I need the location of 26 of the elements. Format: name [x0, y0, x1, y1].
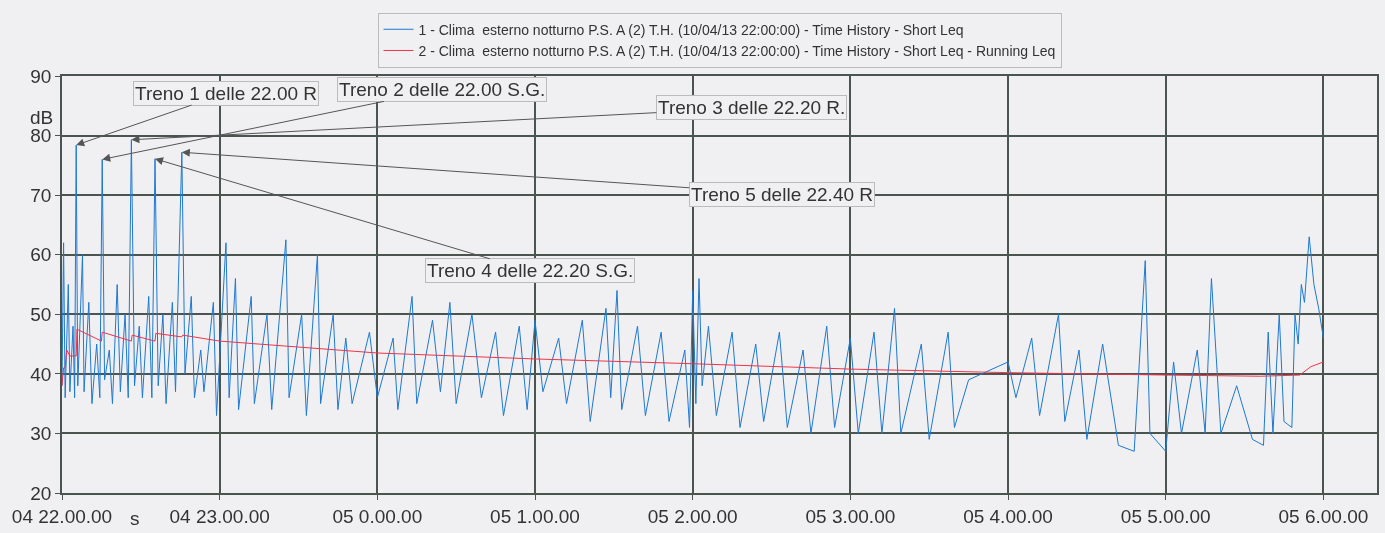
y-tick-label: 90 — [30, 65, 52, 87]
x-tick-label: 05 0.00.00 — [332, 505, 423, 527]
x-tick-label: 05 3.00.00 — [805, 505, 896, 527]
y-tick-label: 70 — [30, 184, 52, 206]
annotation: Treno 2 delle 22.00 S.G. — [339, 79, 546, 100]
x-tick-label: 04 23.00.00 — [169, 505, 270, 527]
y-tick-label: 20 — [30, 482, 52, 504]
y-tick-label: 50 — [30, 303, 52, 325]
annotation: Treno 5 delle 22.40 R — [691, 184, 874, 205]
y-tick-label: 60 — [30, 244, 52, 266]
x-tick-label: 04 22.00.00 — [11, 505, 113, 527]
y-tick-label: 30 — [30, 423, 52, 445]
x-tick-label: 05 2.00.00 — [647, 505, 738, 527]
y-tick-label: 40 — [30, 363, 52, 385]
annotation: Treno 4 delle 22.20 S.G. — [427, 260, 634, 281]
legend-label: 1 - Clima esterno notturno P.S. A (2) T.H. (10/04/13 22:00:00) - Time History - Short Leq — [418, 21, 964, 38]
x-tick-label: 05 4.00.00 — [963, 505, 1053, 527]
annotation: Treno 1 delle 22.00 R — [135, 83, 318, 104]
x-tick-label: 05 5.00.00 — [1120, 505, 1211, 527]
x-tick-label: 05 6.00.00 — [1278, 505, 1369, 527]
x-axis-title: s — [130, 508, 140, 529]
x-tick-label: 05 1.00.00 — [490, 505, 580, 527]
y-tick-label: 80 — [30, 125, 52, 147]
y-axis-title: dB — [30, 107, 54, 128]
legend-label: 2 - Clima esterno notturno P.S. A (2) T.H. (10/04/13 22:00:00) - Time History - Short Leq - Running Leq — [418, 42, 1056, 59]
annotation: Treno 3 delle 22.20 R. — [658, 97, 846, 118]
